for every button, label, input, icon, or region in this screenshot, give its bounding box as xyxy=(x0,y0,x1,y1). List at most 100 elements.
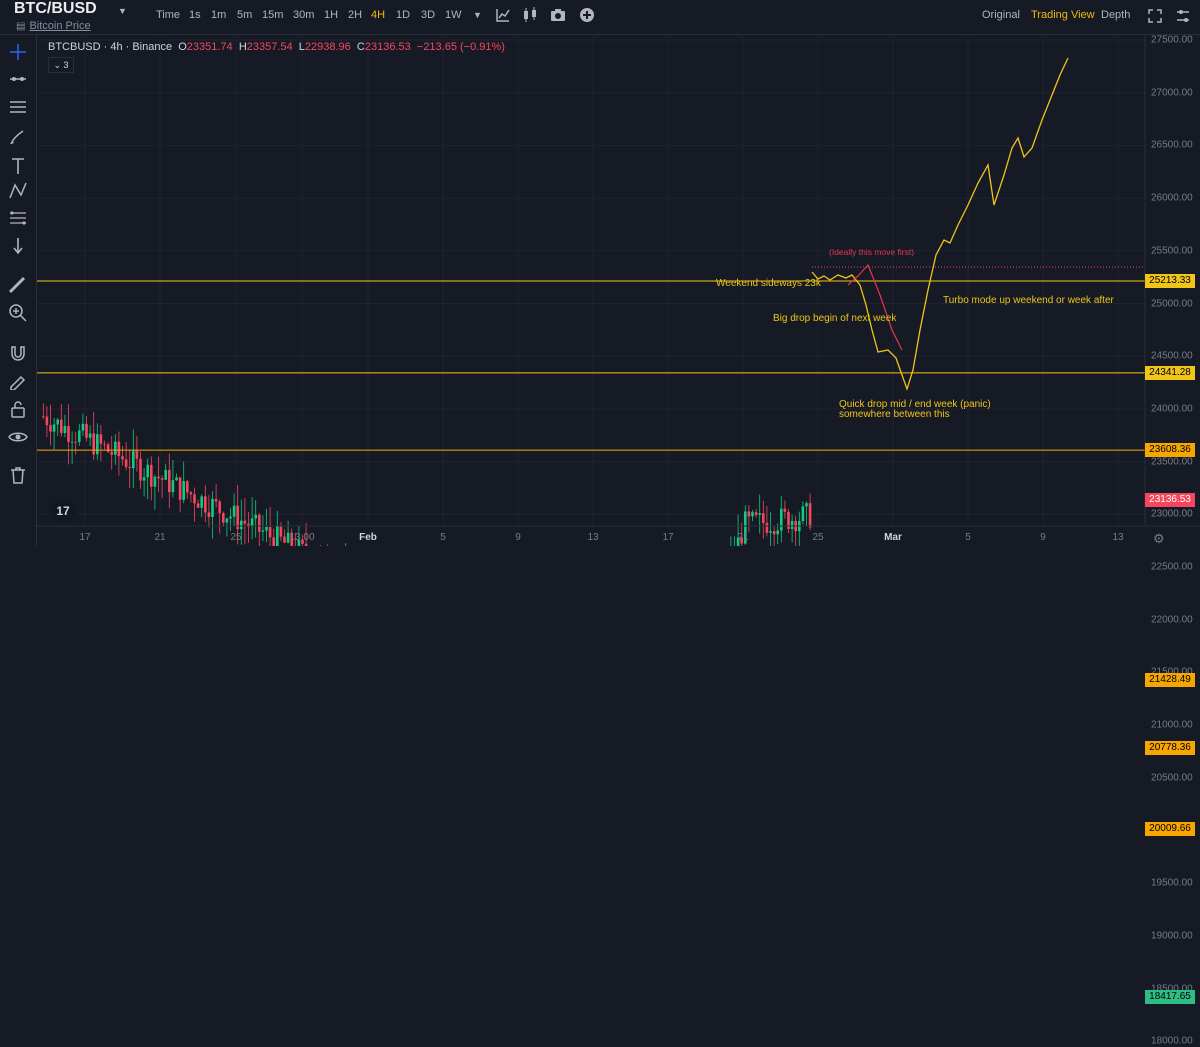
candle-body xyxy=(114,441,117,455)
interval-5m[interactable]: 5m xyxy=(237,9,253,21)
gear-icon[interactable]: ⚙ xyxy=(1153,531,1165,546)
level-price-tag: 24341.28 xyxy=(1145,365,1195,380)
trend-line-icon[interactable] xyxy=(8,69,28,89)
y-tick-label: 23000.00 xyxy=(1151,508,1193,520)
candle-body xyxy=(276,526,279,546)
candle-body xyxy=(211,498,214,518)
brush-icon[interactable] xyxy=(8,127,28,147)
candle-body xyxy=(153,476,157,487)
pattern-tool-icon[interactable] xyxy=(8,181,28,201)
candle-body xyxy=(67,426,70,442)
candle-body xyxy=(214,498,218,502)
lock-icon[interactable] xyxy=(8,399,28,419)
tradingview-logo[interactable]: 17 xyxy=(50,500,76,522)
forecast-path-yellow xyxy=(811,57,1069,392)
symbol-subtitle-link[interactable]: Bitcoin Price xyxy=(29,20,91,32)
y-tick-label: 24000.00 xyxy=(1151,403,1193,415)
candle-body xyxy=(304,543,308,546)
chevron-down-icon[interactable]: ▼ xyxy=(118,6,127,16)
interval-more-chevron-icon[interactable]: ▼ xyxy=(473,10,482,20)
chart-grid xyxy=(37,34,1145,526)
expand-icon[interactable] xyxy=(1146,7,1164,25)
candle-body xyxy=(772,531,776,535)
x-tick-label: 13 xyxy=(1112,532,1124,543)
x-tick-label: 5 xyxy=(440,532,446,543)
candle-body xyxy=(150,464,153,487)
interval-30m[interactable]: 30m xyxy=(293,9,315,21)
interval-1s[interactable]: 1s xyxy=(189,9,201,21)
candle-body xyxy=(204,496,207,513)
add-circle-icon[interactable] xyxy=(578,6,596,24)
interval-3d[interactable]: 3D xyxy=(421,9,436,21)
trash-icon[interactable] xyxy=(8,465,28,485)
x-tick-label: 25 xyxy=(812,532,824,543)
tab-depth[interactable]: Depth xyxy=(1101,9,1131,21)
candle-body xyxy=(189,492,193,495)
interval-2h[interactable]: 2H xyxy=(348,9,363,21)
candle-body xyxy=(279,526,283,537)
candle-body xyxy=(124,459,128,468)
candles xyxy=(42,403,812,546)
last-price-tag: 23136.53 xyxy=(1145,492,1195,507)
magnet-icon[interactable] xyxy=(8,343,28,363)
level-price-tag: 23608.36 xyxy=(1145,443,1195,458)
symbol-title[interactable]: BTC/BUSD xyxy=(14,0,97,17)
legend-close-label: C xyxy=(356,41,365,53)
price-chart[interactable] xyxy=(0,0,1200,546)
interval-15m[interactable]: 15m xyxy=(262,9,284,21)
crosshair-icon[interactable] xyxy=(8,42,28,62)
candle-body xyxy=(49,425,52,432)
level-price-tag: 21428.49 xyxy=(1145,672,1195,687)
y-tick-label: 21000.00 xyxy=(1151,719,1193,731)
indicator-toggle-button[interactable]: ⌄ 3 xyxy=(48,57,74,73)
fib-tool-icon[interactable] xyxy=(8,208,28,228)
settings-sliders-icon[interactable] xyxy=(1174,7,1192,25)
horizontal-levels xyxy=(37,280,1145,451)
tab-original[interactable]: Original xyxy=(982,9,1020,21)
interval-1h[interactable]: 1H xyxy=(324,9,339,21)
axes xyxy=(37,34,1200,527)
candle-body xyxy=(240,520,243,530)
eye-icon[interactable] xyxy=(8,427,28,447)
y-tick-label: 25000.00 xyxy=(1151,298,1193,309)
candle-type-icon[interactable] xyxy=(521,6,539,24)
interval-time[interactable]: Time xyxy=(156,9,181,21)
drawing-toolbar xyxy=(0,35,37,546)
candle-body xyxy=(265,527,268,531)
ruler-icon[interactable] xyxy=(8,276,28,296)
zoom-in-icon[interactable] xyxy=(8,303,28,323)
y-tick-label: 18000.00 xyxy=(1151,1035,1193,1047)
candle-body xyxy=(85,423,88,438)
interval-1w[interactable]: 1W xyxy=(445,9,462,21)
y-tick-label: 27500.00 xyxy=(1151,34,1193,46)
tab-trading-view[interactable]: Trading View xyxy=(1031,9,1095,21)
candle-body xyxy=(254,514,257,519)
candle-body xyxy=(121,456,124,460)
indicators-icon[interactable] xyxy=(494,6,512,24)
arrow-down-icon[interactable] xyxy=(8,236,28,256)
text-tool-icon[interactable] xyxy=(8,156,28,176)
legend-high-label: H xyxy=(238,41,247,53)
legend-change: −213.65 (−0.91%) xyxy=(416,41,505,53)
candle-body xyxy=(225,518,229,523)
candle-body xyxy=(736,537,740,546)
candle-body xyxy=(193,494,196,504)
candle-body xyxy=(63,426,67,434)
x-tick-label: 17 xyxy=(79,532,91,543)
legend-symbol: BTCBUSD · 4h · Binance xyxy=(48,41,173,53)
candle-body xyxy=(164,469,167,480)
symbol-subtitle[interactable]: ▤ Bitcoin Price xyxy=(16,20,91,32)
interval-1d[interactable]: 1D xyxy=(396,9,411,21)
interval-1m[interactable]: 1m xyxy=(211,9,227,21)
candle-body xyxy=(765,522,769,533)
y-tick-label: 26500.00 xyxy=(1151,139,1193,151)
camera-icon[interactable] xyxy=(549,6,567,24)
chevron-down-icon: ⌄ xyxy=(53,60,61,70)
interval-4h[interactable]: 4H xyxy=(371,9,386,21)
candle-body xyxy=(88,433,92,438)
lock-drawing-icon[interactable] xyxy=(8,370,28,390)
candle-body xyxy=(776,530,779,535)
x-tick-label: 21 xyxy=(154,532,166,543)
candle-body xyxy=(56,419,59,425)
horizontal-lines-icon[interactable] xyxy=(8,97,28,117)
